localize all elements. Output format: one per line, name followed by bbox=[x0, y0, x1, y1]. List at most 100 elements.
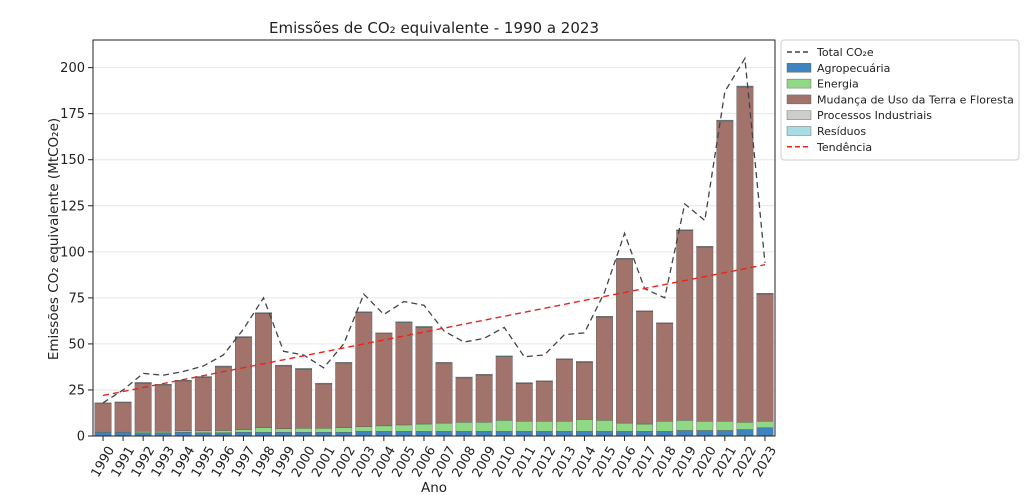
bar-segment bbox=[576, 362, 593, 420]
bar-segment bbox=[636, 311, 654, 425]
chart-title: Emissões de CO₂ equivalente - 1990 a 202… bbox=[269, 19, 599, 37]
bar-segment bbox=[335, 427, 353, 433]
legend: Total CO₂e Agropecuária Energia Mudança de … bbox=[780, 39, 1020, 161]
bar-segment bbox=[555, 359, 573, 422]
bar-segment bbox=[154, 431, 172, 433]
bar-segment bbox=[355, 426, 373, 432]
bar-segment bbox=[515, 383, 533, 422]
bar-segment bbox=[515, 382, 533, 384]
bar-segment bbox=[154, 384, 172, 432]
bar-segment bbox=[555, 421, 573, 432]
bar-segment bbox=[235, 336, 252, 338]
bar-segment bbox=[134, 382, 152, 384]
bar-segment bbox=[315, 382, 333, 384]
bar-segment bbox=[174, 430, 192, 433]
bar-segment bbox=[134, 431, 152, 433]
bar-segment bbox=[255, 427, 272, 433]
bar-segment bbox=[475, 375, 493, 423]
bar-segment bbox=[756, 421, 774, 428]
bar-segment bbox=[194, 430, 212, 433]
bar-segment bbox=[295, 368, 313, 370]
legend-patch-swatch bbox=[786, 94, 812, 105]
bar-segment bbox=[716, 421, 734, 431]
bar-segment bbox=[716, 120, 734, 422]
bar-segment bbox=[696, 246, 714, 248]
bar-segment bbox=[455, 376, 473, 378]
lines bbox=[102, 56, 766, 404]
bar-segment bbox=[475, 421, 493, 432]
bar-segment bbox=[94, 402, 112, 404]
bar-segment bbox=[495, 355, 513, 357]
bar-segment bbox=[315, 428, 333, 433]
bar-segment bbox=[676, 229, 694, 231]
bar-segment bbox=[495, 420, 513, 432]
bar-segment bbox=[94, 432, 112, 437]
bar-segment bbox=[455, 421, 473, 432]
bar-segment bbox=[455, 377, 473, 423]
bar-segment bbox=[415, 326, 433, 328]
bar-segment bbox=[435, 363, 453, 424]
legend-patch-swatch bbox=[786, 110, 812, 120]
bar-segment bbox=[315, 383, 333, 429]
bar-segment bbox=[676, 430, 694, 437]
bar-segment bbox=[636, 310, 654, 312]
bar-segment bbox=[616, 422, 633, 432]
y-tick-label: 175 bbox=[60, 107, 85, 122]
bar-segment bbox=[315, 432, 333, 437]
bar-segment bbox=[235, 432, 252, 437]
bar-segment bbox=[415, 423, 433, 432]
bar-segment bbox=[174, 380, 192, 432]
bar-segment bbox=[174, 432, 192, 437]
bar-segment bbox=[435, 362, 453, 364]
bar-segment bbox=[535, 421, 553, 432]
bar-segment bbox=[455, 431, 473, 437]
bar-segment bbox=[656, 431, 674, 437]
bar-segment bbox=[535, 381, 553, 422]
bar-segment bbox=[275, 364, 292, 366]
bar-segment bbox=[295, 432, 313, 437]
bar-segment bbox=[355, 311, 373, 313]
bar-segment bbox=[736, 86, 754, 423]
y-tick-label: 25 bbox=[68, 383, 85, 398]
bar-segment bbox=[235, 429, 252, 433]
bar-segment bbox=[214, 366, 232, 431]
x-axis-ticks: 1990199119921993199419951996199719981999… bbox=[89, 436, 780, 480]
bar-segment bbox=[636, 431, 654, 437]
bar-segment bbox=[375, 425, 393, 432]
bar-segment bbox=[555, 358, 573, 360]
bar-segment bbox=[395, 424, 413, 432]
bar-segment bbox=[495, 431, 513, 437]
legend-label: Processos Industriais bbox=[817, 109, 932, 122]
legend-label: Energia bbox=[817, 78, 859, 91]
bar-segment bbox=[616, 258, 633, 424]
bar-segment bbox=[214, 430, 232, 433]
trend-line bbox=[102, 264, 766, 397]
bar-segment bbox=[696, 430, 714, 437]
bar-segment bbox=[114, 432, 132, 437]
bar-segment bbox=[134, 383, 152, 432]
bar-segment bbox=[395, 431, 413, 437]
bar-segment bbox=[676, 230, 694, 421]
bar-segment bbox=[94, 403, 112, 432]
bar-segment bbox=[696, 247, 714, 422]
bar-segment bbox=[255, 313, 272, 428]
y-tick-label: 75 bbox=[68, 291, 85, 306]
bar-segment bbox=[596, 317, 613, 421]
bar-segment bbox=[395, 322, 413, 426]
total-line bbox=[102, 56, 766, 404]
bar-segment bbox=[275, 432, 292, 437]
bar-segment bbox=[435, 431, 453, 437]
x-axis-label: Ano bbox=[421, 480, 447, 495]
y-tick-label: 200 bbox=[60, 61, 85, 76]
bar-segment bbox=[114, 402, 132, 432]
bar-segment bbox=[636, 423, 654, 432]
bar-segment bbox=[656, 322, 674, 324]
bar-segment bbox=[555, 431, 573, 437]
bar-segment bbox=[736, 429, 754, 437]
bar-segment bbox=[255, 312, 272, 314]
bar-segment bbox=[295, 369, 313, 429]
bar-segment bbox=[616, 258, 633, 260]
bar-segment bbox=[736, 421, 754, 430]
y-tick-label: 125 bbox=[60, 199, 85, 214]
